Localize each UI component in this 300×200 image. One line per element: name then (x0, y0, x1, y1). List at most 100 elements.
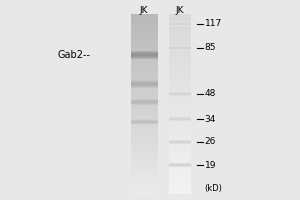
Bar (130, 148, 158, 149)
Bar (169, 56, 190, 57)
Bar (130, 56, 158, 57)
Bar (130, 24, 158, 25)
Bar (169, 102, 190, 103)
Bar (169, 164, 190, 165)
Bar (169, 116, 190, 117)
Bar (169, 119, 190, 120)
Bar (169, 22, 190, 23)
Bar (130, 134, 158, 135)
Bar (169, 151, 190, 152)
Bar (130, 85, 158, 86)
Bar (130, 115, 158, 116)
Bar (169, 48, 190, 49)
Bar (169, 110, 190, 111)
Bar (130, 103, 158, 104)
Bar (169, 131, 190, 132)
Bar (130, 118, 158, 119)
Bar (130, 52, 158, 53)
Bar (169, 184, 190, 185)
Bar (130, 33, 158, 34)
Text: JK: JK (140, 6, 148, 15)
Bar (130, 23, 158, 24)
Bar (169, 86, 190, 87)
Bar (169, 96, 190, 97)
Bar (169, 118, 190, 119)
Bar (169, 29, 190, 30)
Bar (130, 117, 158, 118)
Bar (169, 90, 190, 91)
Bar (169, 59, 190, 60)
Bar (130, 56, 158, 57)
Bar (169, 91, 190, 92)
Bar (169, 175, 190, 176)
Bar (130, 103, 158, 104)
Bar (169, 117, 190, 118)
Bar (169, 79, 190, 80)
Bar (130, 121, 158, 122)
Bar (169, 25, 190, 26)
Bar (169, 113, 190, 114)
Bar (130, 182, 158, 183)
Bar (130, 57, 158, 58)
Bar (169, 141, 190, 142)
Bar (169, 115, 190, 116)
Bar (169, 62, 190, 63)
Bar (169, 23, 190, 24)
Bar (130, 97, 158, 98)
Bar (130, 59, 158, 60)
Bar (130, 31, 158, 32)
Bar (130, 104, 158, 105)
Bar (169, 72, 190, 73)
Bar (130, 103, 158, 104)
Bar (130, 124, 158, 125)
Bar (130, 150, 158, 151)
Bar (130, 152, 158, 154)
Bar (130, 76, 158, 77)
Bar (130, 80, 158, 81)
Bar (169, 123, 190, 124)
Bar (130, 99, 158, 100)
Bar (169, 152, 190, 154)
Bar (169, 88, 190, 90)
Bar (130, 54, 158, 55)
Bar (130, 169, 158, 170)
Bar (130, 42, 158, 43)
Bar (130, 133, 158, 134)
Bar (169, 106, 190, 107)
Bar (130, 126, 158, 127)
Bar (130, 110, 158, 111)
Bar (169, 24, 190, 25)
Bar (130, 181, 158, 182)
Bar (130, 84, 158, 85)
Bar (169, 52, 190, 53)
Bar (169, 178, 190, 179)
Bar (130, 87, 158, 88)
Bar (130, 64, 158, 65)
Bar (130, 49, 158, 50)
Bar (169, 65, 190, 66)
Bar (130, 193, 158, 194)
Bar (130, 129, 158, 130)
Bar (169, 135, 190, 136)
Bar (169, 164, 190, 165)
Bar (130, 54, 158, 55)
Bar (130, 32, 158, 33)
Bar (169, 170, 190, 171)
Bar (130, 123, 158, 124)
Bar (130, 58, 158, 59)
Bar (130, 107, 158, 108)
Bar (169, 138, 190, 139)
Bar (130, 95, 158, 96)
Bar (169, 140, 190, 141)
Bar (130, 15, 158, 16)
Bar (130, 53, 158, 54)
Bar (130, 102, 158, 103)
Bar (169, 171, 190, 172)
Bar (130, 86, 158, 87)
Bar (169, 166, 190, 167)
Bar (169, 142, 190, 144)
Bar (130, 147, 158, 148)
Bar (130, 88, 158, 89)
Bar (169, 80, 190, 82)
Bar (169, 163, 190, 164)
